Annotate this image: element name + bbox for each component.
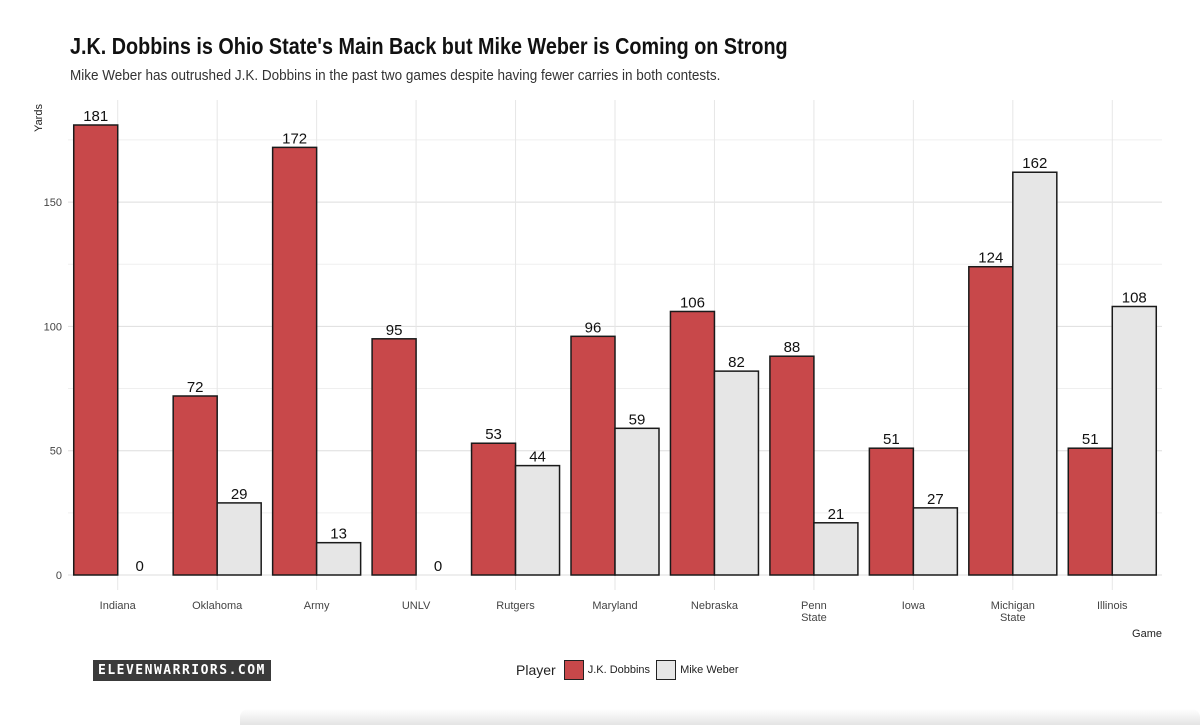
value-label: 162 bbox=[1022, 155, 1047, 172]
bar-j-k-dobbins-michigan-state bbox=[968, 265, 1014, 576]
legend-label-dobbins: J.K. Dobbins bbox=[587, 664, 651, 676]
bar-j-k-dobbins-unlv bbox=[371, 338, 417, 576]
bar-mike-weber-penn-state bbox=[813, 522, 859, 576]
legend: Player J.K. Dobbins Mike Weber bbox=[516, 657, 745, 683]
bar-j-k-dobbins-penn-state bbox=[769, 355, 815, 576]
bar-mike-weber-army bbox=[315, 541, 362, 576]
value-label: 95 bbox=[386, 322, 403, 339]
bar-j-k-dobbins-oklahoma bbox=[172, 395, 218, 576]
x-tick-label: Iowa bbox=[902, 600, 926, 612]
value-label: 27 bbox=[927, 491, 944, 508]
legend-item-dobbins: J.K. Dobbins bbox=[563, 660, 651, 680]
bar-mike-weber-iowa bbox=[912, 507, 959, 576]
value-label: 0 bbox=[434, 558, 442, 575]
y-tick-label: 50 bbox=[50, 446, 62, 458]
x-axis-title: Game bbox=[1132, 628, 1162, 640]
x-tick-label: Army bbox=[304, 600, 330, 612]
x-tick-label: Indiana bbox=[100, 600, 137, 612]
value-label: 96 bbox=[585, 319, 602, 336]
legend-label-weber: Mike Weber bbox=[680, 664, 739, 676]
bar-mike-weber-rutgers bbox=[514, 464, 561, 576]
x-tick-label: Illinois bbox=[1097, 600, 1128, 612]
value-label: 59 bbox=[629, 411, 646, 428]
bar-j-k-dobbins-army bbox=[271, 146, 318, 576]
value-label: 0 bbox=[136, 558, 144, 575]
y-tick-label: 0 bbox=[56, 570, 62, 582]
value-label: 21 bbox=[828, 506, 845, 523]
bar-mike-weber-michigan-state bbox=[1012, 171, 1058, 576]
y-axis-title: Yards bbox=[33, 104, 45, 132]
y-axis: 0 50 100 150 bbox=[44, 197, 62, 582]
y-tick-label: 100 bbox=[44, 321, 62, 333]
value-label: 181 bbox=[83, 108, 108, 125]
legend-title: Player bbox=[516, 662, 556, 678]
chart-subtitle: Mike Weber has outrushed J.K. Dobbins in… bbox=[70, 67, 721, 84]
chart-title: J.K. Dobbins is Ohio State's Main Back b… bbox=[70, 33, 788, 59]
bar-j-k-dobbins-illinois bbox=[1067, 447, 1114, 576]
y-tick-label: 150 bbox=[44, 197, 62, 209]
value-labels: 181 0 72 29 172 13 95 0 53 44 96 59 106 82 88 21 51 27 124… bbox=[83, 108, 1147, 575]
bar-mike-weber-nebraska bbox=[713, 370, 760, 576]
bar-j-k-dobbins-maryland bbox=[570, 335, 616, 576]
bar-j-k-dobbins-iowa bbox=[868, 447, 915, 576]
value-label: 29 bbox=[231, 486, 248, 503]
legend-swatch-weber bbox=[656, 660, 677, 680]
bar-j-k-dobbins-indiana bbox=[72, 124, 119, 576]
value-label: 82 bbox=[728, 354, 745, 371]
value-label: 108 bbox=[1122, 289, 1147, 306]
x-tick-label: Michigan State bbox=[991, 600, 1035, 624]
value-label: 13 bbox=[330, 526, 347, 543]
x-axis: Indiana Oklahoma Army UNLV Rutgers Maryland Ne… bbox=[100, 600, 1128, 624]
value-label: 124 bbox=[978, 250, 1003, 267]
value-label: 53 bbox=[485, 426, 502, 443]
value-label: 72 bbox=[187, 379, 204, 396]
value-label: 44 bbox=[529, 449, 546, 466]
bars bbox=[72, 124, 1158, 576]
elevenwarriors-logo: ELEVENWARRIORS.COM bbox=[93, 660, 271, 681]
bar-mike-weber-oklahoma bbox=[216, 502, 262, 576]
bar-mike-weber-maryland bbox=[614, 427, 660, 576]
bottom-shadow bbox=[240, 709, 1200, 725]
legend-swatch-dobbins bbox=[563, 660, 584, 680]
value-label: 88 bbox=[784, 339, 801, 356]
x-tick-label: Nebraska bbox=[691, 600, 739, 612]
value-label: 51 bbox=[883, 431, 900, 448]
legend-item-weber: Mike Weber bbox=[656, 660, 739, 680]
bar-mike-weber-illinois bbox=[1111, 305, 1158, 576]
x-tick-label: Penn State bbox=[801, 600, 827, 624]
value-label: 51 bbox=[1082, 431, 1099, 448]
x-tick-label: Oklahoma bbox=[192, 600, 243, 612]
x-tick-label: Maryland bbox=[592, 600, 637, 612]
bar-j-k-dobbins-rutgers bbox=[470, 442, 517, 576]
value-label: 106 bbox=[680, 294, 705, 311]
x-tick-label: UNLV bbox=[402, 600, 431, 612]
bar-chart: 181 0 72 29 172 13 95 0 53 44 96 59 106 82 88 21 51 27 124… bbox=[33, 100, 1162, 640]
value-label: 172 bbox=[282, 130, 307, 147]
x-tick-label: Rutgers bbox=[496, 600, 535, 612]
bar-j-k-dobbins-nebraska bbox=[669, 310, 716, 576]
